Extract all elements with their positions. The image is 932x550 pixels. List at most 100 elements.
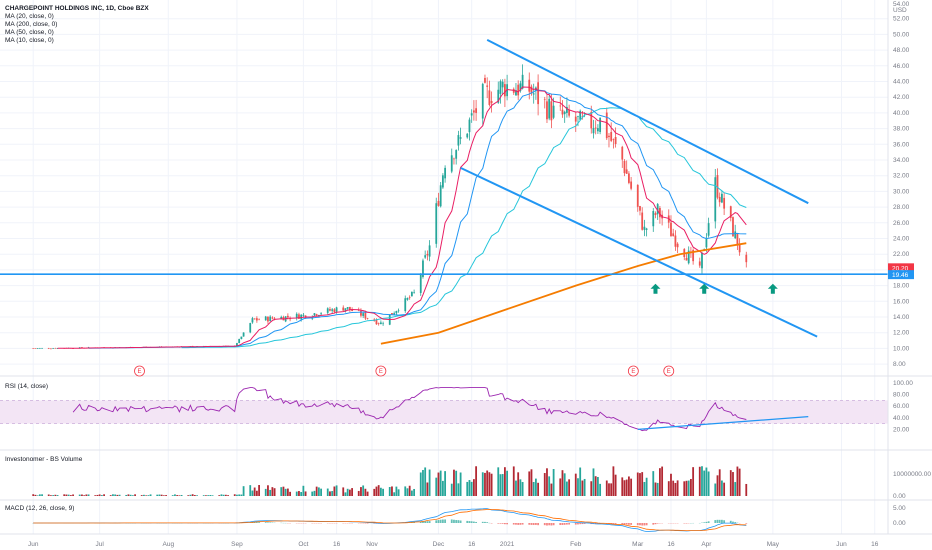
candle-body (674, 235, 677, 247)
candle-body (581, 116, 584, 117)
candle-body (331, 309, 334, 311)
volume-bar (444, 471, 447, 496)
macd-hist-bar (535, 523, 537, 525)
macd-hist-bar (519, 523, 522, 525)
macd-hist-bar (484, 521, 486, 523)
earnings-marker-icon (663, 365, 675, 377)
candle-body (47, 348, 50, 349)
volume-bar (240, 494, 243, 496)
candle-body (320, 313, 322, 315)
macd-hist-bar (579, 523, 582, 525)
channel-upper-line (486, 39, 809, 205)
macd-hist-bar (499, 523, 502, 524)
candle-body (50, 348, 52, 350)
candle-body (251, 318, 254, 323)
volume-bar (687, 480, 690, 496)
volume-bar (271, 487, 274, 496)
rsi-title[interactable]: RSI (14, close) (5, 383, 48, 390)
macd-hist-bar (506, 523, 509, 525)
macd-hist-bar (723, 520, 726, 523)
volume-bar (714, 483, 717, 496)
macd-hist-bar (537, 523, 540, 526)
macd-hist-bar (253, 522, 256, 523)
indicator-ma10[interactable]: MA (10, close, 0) (5, 37, 54, 44)
currency-label: USD (893, 7, 907, 14)
volume-bar (224, 494, 227, 496)
volume-bar (36, 495, 39, 496)
macd-hist-bar (574, 523, 577, 525)
candle-body (422, 260, 424, 277)
macd-hist-bar (612, 523, 615, 524)
volume-bar (375, 486, 378, 496)
volume-bar (180, 494, 183, 496)
candle-body (532, 93, 535, 95)
macd-title[interactable]: MACD (12, 26, close, 9) (5, 505, 75, 512)
candle-body (286, 315, 289, 318)
price-tick: 26.00 (893, 220, 910, 227)
candle-body (552, 105, 555, 118)
indicator-ma20[interactable]: MA (20, close, 0) (5, 13, 54, 20)
volume-bar (486, 470, 489, 496)
volume-bar (630, 478, 633, 496)
macd-hist-bar (705, 521, 708, 523)
candle-body (444, 167, 447, 179)
volume-bar (282, 486, 285, 496)
candle-body (393, 313, 396, 315)
candle-body (716, 175, 719, 198)
indicator-ma50[interactable]: MA (50, close, 0) (5, 29, 54, 36)
volume-bar (85, 494, 88, 496)
volume-bar (147, 495, 150, 496)
volume-bar (659, 468, 661, 496)
volume-bar (253, 487, 256, 496)
volume-bar (563, 473, 566, 496)
symbol-title[interactable]: CHARGEPOINT HOLDINGS INC, 1D, Cboe BZX (5, 5, 149, 12)
volume-bar (32, 494, 35, 496)
candle-body (672, 233, 675, 237)
price-tick: 12.00 (893, 330, 910, 337)
macd-hist-bar (468, 521, 471, 523)
volume-title[interactable]: Investonomer - BS Volume (5, 456, 83, 463)
candle-body (592, 128, 595, 134)
volume-bar (335, 485, 338, 496)
volume-bar (196, 495, 198, 496)
volume-bar (703, 470, 706, 496)
candle-body (574, 116, 577, 122)
volume-bar (667, 481, 670, 496)
candle-body (269, 316, 272, 322)
macd-hist-bar (597, 523, 599, 525)
volume-bar (52, 495, 55, 496)
volume-bar (364, 488, 367, 496)
volume-bar (191, 494, 194, 496)
candle-body (298, 314, 300, 319)
volume-bar (63, 494, 66, 496)
volume-bar (612, 466, 615, 496)
volume-bar (329, 491, 331, 496)
price-tick: 46.00 (893, 63, 910, 70)
indicator-ma200[interactable]: MA (200, close, 0) (5, 21, 58, 28)
candle-body (54, 348, 57, 349)
volume-bar (174, 494, 176, 496)
candle-body (242, 332, 245, 337)
volume-tick: 10000000.00 (893, 471, 931, 478)
volume-bar (484, 472, 486, 496)
volume-bar (320, 488, 322, 496)
volume-bar (528, 471, 531, 496)
macd-hist-bar (503, 523, 506, 525)
volume-bar (497, 467, 500, 496)
candle-body (721, 193, 723, 203)
volume-bar (437, 472, 440, 496)
candle-body (357, 310, 360, 311)
volume-bar (729, 470, 732, 496)
volume-bar (521, 482, 524, 496)
volume-bar (594, 476, 597, 496)
volume-bar (236, 494, 238, 496)
candle-body (255, 318, 258, 321)
volume-bar (391, 486, 393, 496)
volume-bar (745, 483, 748, 496)
candle-body (410, 291, 413, 297)
candle-body (550, 101, 553, 121)
time-label: Jun (28, 541, 39, 548)
volume-bar (643, 481, 646, 496)
macd-hist-bar (559, 523, 562, 526)
